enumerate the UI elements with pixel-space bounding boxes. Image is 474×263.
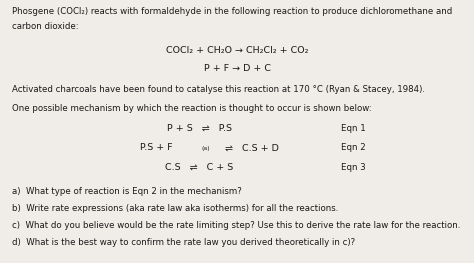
Text: ⇌   C.S + D: ⇌ C.S + D: [216, 143, 279, 152]
Text: P + F → D + C: P + F → D + C: [203, 64, 271, 73]
Text: a)  What type of reaction is Eqn 2 in the mechanism?: a) What type of reaction is Eqn 2 in the…: [12, 187, 242, 196]
Text: COCl₂ + CH₂O → CH₂Cl₂ + CO₂: COCl₂ + CH₂O → CH₂Cl₂ + CO₂: [166, 46, 308, 55]
Text: Activated charcoals have been found to catalyse this reaction at 170 °C (Ryan & : Activated charcoals have been found to c…: [12, 85, 425, 94]
Text: (a): (a): [201, 146, 210, 151]
Text: Eqn 1: Eqn 1: [341, 124, 366, 133]
Text: Phosgene (COCl₂) reacts with formaldehyde in the following reaction to produce d: Phosgene (COCl₂) reacts with formaldehyd…: [12, 7, 452, 16]
Text: C.S   ⇌   C + S: C.S ⇌ C + S: [165, 163, 233, 172]
Text: One possible mechanism by which the reaction is thought to occur is shown below:: One possible mechanism by which the reac…: [12, 104, 372, 113]
Text: P.S + F: P.S + F: [140, 143, 173, 152]
Text: b)  Write rate expressions (aka rate law aka isotherms) for all the reactions.: b) Write rate expressions (aka rate law …: [12, 204, 338, 213]
Text: carbon dioxide:: carbon dioxide:: [12, 22, 79, 31]
Text: c)  What do you believe would be the rate limiting step? Use this to derive the : c) What do you believe would be the rate…: [12, 221, 460, 230]
Text: Eqn 3: Eqn 3: [341, 163, 366, 172]
Text: Eqn 2: Eqn 2: [341, 143, 366, 152]
Text: P + S   ⇌   P.S: P + S ⇌ P.S: [166, 124, 232, 133]
Text: d)  What is the best way to confirm the rate law you derived theoretically in c): d) What is the best way to confirm the r…: [12, 238, 355, 247]
